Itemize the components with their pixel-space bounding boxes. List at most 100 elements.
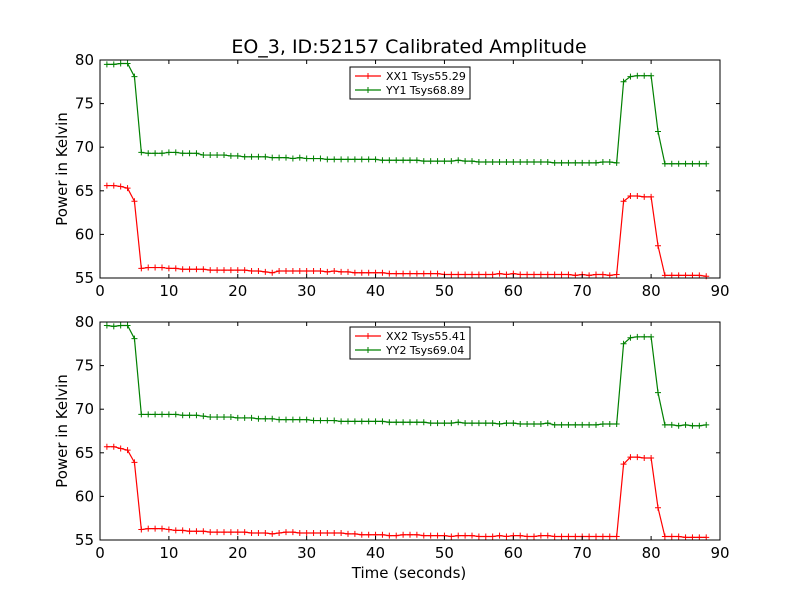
data-point	[331, 156, 338, 163]
data-point	[648, 72, 655, 79]
data-point	[248, 153, 255, 160]
data-point	[269, 154, 276, 161]
y-axis-label: Power in Kelvin	[53, 374, 71, 488]
data-point	[248, 268, 255, 275]
data-point	[696, 534, 703, 541]
data-point	[303, 530, 310, 537]
data-point	[289, 155, 296, 162]
data-point	[572, 533, 579, 540]
data-point	[565, 421, 572, 428]
data-point	[689, 534, 696, 541]
data-point	[407, 270, 413, 277]
data-point	[537, 532, 544, 539]
data-point	[103, 443, 110, 450]
data-point	[110, 443, 117, 450]
data-point	[365, 418, 372, 425]
x-tick-label: 20	[228, 544, 247, 562]
data-point	[193, 150, 200, 157]
subplot-bottom: 0 10 20 30 40 50 60 70 80 90 55 60 65 70 75 80 Power in …	[53, 313, 730, 562]
legend-marker	[365, 347, 371, 353]
data-point	[310, 530, 317, 537]
data-point	[668, 160, 675, 167]
data-point	[193, 412, 200, 419]
data-point	[234, 267, 241, 274]
data-point	[427, 532, 434, 539]
data-point	[200, 266, 207, 273]
data-point	[613, 271, 620, 278]
data-point	[338, 156, 345, 163]
data-point	[427, 158, 434, 165]
data-point	[186, 266, 193, 273]
x-tick-label: 50	[435, 282, 454, 300]
data-point	[689, 422, 696, 429]
data-point	[221, 267, 227, 274]
data-point	[606, 421, 613, 428]
data-point	[186, 150, 193, 157]
data-point	[469, 271, 475, 278]
data-point	[448, 533, 455, 540]
data-point	[655, 389, 661, 396]
x-tick-label: 60	[504, 282, 523, 300]
data-point	[331, 268, 338, 275]
data-point	[551, 159, 558, 166]
data-point	[462, 532, 469, 539]
data-point	[117, 445, 124, 452]
data-point	[606, 533, 613, 540]
data-point	[393, 157, 400, 164]
data-point	[434, 532, 441, 539]
data-point	[365, 269, 372, 276]
data-point	[351, 156, 358, 163]
data-point	[537, 271, 544, 278]
data-point	[241, 267, 248, 274]
data-point	[655, 504, 661, 511]
data-point	[207, 152, 214, 159]
x-tick-label: 70	[573, 544, 592, 562]
data-point	[255, 268, 262, 275]
data-point	[613, 533, 620, 540]
data-point	[159, 264, 165, 271]
data-point	[634, 333, 641, 340]
data-point	[668, 421, 675, 428]
data-point	[276, 154, 283, 161]
data-point	[358, 269, 365, 276]
series-line	[106, 324, 707, 427]
data-point	[338, 418, 345, 425]
data-point	[627, 73, 634, 80]
data-point	[661, 160, 668, 167]
data-point	[586, 421, 593, 428]
legend-box	[349, 66, 471, 100]
data-point	[489, 271, 496, 278]
data-point	[675, 272, 682, 279]
data-point	[482, 159, 489, 166]
data-point	[324, 268, 331, 275]
data-point	[682, 534, 689, 541]
y-axis-label: Power in Kelvin	[53, 112, 71, 226]
data-point	[351, 269, 358, 276]
data-point	[276, 416, 283, 423]
data-point	[593, 159, 599, 166]
data-point	[641, 333, 648, 340]
data-point	[661, 421, 668, 428]
data-point	[303, 416, 310, 423]
data-point	[668, 533, 675, 540]
data-point	[620, 340, 627, 347]
data-point	[379, 418, 386, 425]
data-point	[510, 159, 517, 166]
data-point	[544, 271, 551, 278]
data-point	[565, 271, 572, 278]
y-tick-label: 65	[75, 182, 94, 200]
x-tick-label: 30	[297, 544, 316, 562]
y-tick-label: 55	[75, 531, 94, 549]
data-point	[682, 160, 689, 167]
data-point	[537, 421, 544, 428]
data-point	[475, 533, 482, 540]
data-point	[469, 532, 475, 539]
data-point	[110, 61, 117, 68]
data-point	[324, 417, 331, 424]
data-point	[482, 420, 489, 427]
data-point	[696, 422, 703, 429]
y-tick-label: 75	[75, 95, 94, 113]
data-point	[462, 420, 469, 427]
